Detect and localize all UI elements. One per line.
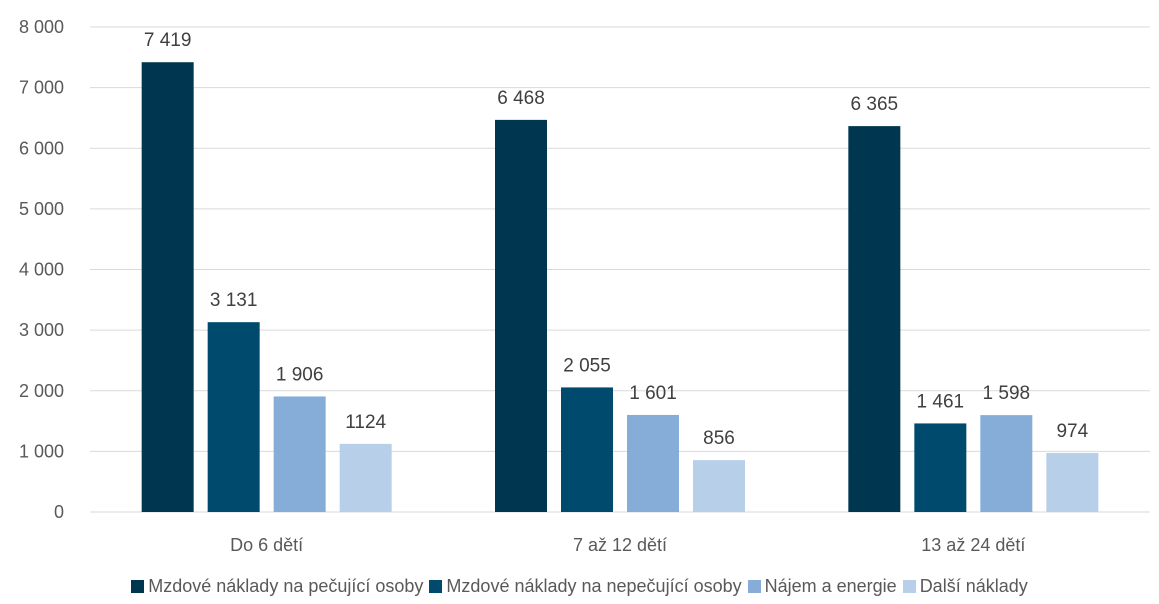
y-tick-label: 7 000 <box>19 78 64 98</box>
legend-label: Další náklady <box>919 576 1028 596</box>
data-label: 7 419 <box>144 30 192 51</box>
legend-swatch <box>747 580 761 593</box>
y-tick-label: 8 000 <box>19 17 64 37</box>
data-label: 6 365 <box>851 94 899 115</box>
bar <box>848 126 901 512</box>
gridlines <box>90 26 1150 513</box>
legend-label: Nájem a energie <box>764 576 897 596</box>
bar <box>339 443 392 512</box>
y-tick-label: 1 000 <box>19 441 64 461</box>
bar <box>914 423 967 512</box>
bars <box>141 62 1099 513</box>
data-label: 1 906 <box>276 364 324 385</box>
legend-swatch <box>902 580 916 593</box>
data-label: 1 461 <box>917 391 965 412</box>
y-tick-label: 2 000 <box>19 381 64 401</box>
data-label: 2 055 <box>563 355 611 376</box>
bar <box>693 460 745 512</box>
x-tick-label: 13 až 24 dětí <box>921 535 1025 555</box>
bar <box>273 396 326 512</box>
bar <box>141 62 194 513</box>
data-label: 6 468 <box>497 88 545 109</box>
legend-item: Další náklady <box>902 576 1028 597</box>
y-tick-label: 4 000 <box>19 260 64 280</box>
data-label: 1124 <box>345 412 386 433</box>
legend-swatch <box>429 580 443 593</box>
legend-item: Mzdové náklady na pečující osoby <box>131 576 423 597</box>
legend-swatch <box>131 580 145 593</box>
legend: Mzdové náklady na pečující osoby Mzdové n… <box>0 576 1159 597</box>
x-tick-label: 7 až 12 dětí <box>573 535 667 555</box>
bar <box>1046 452 1099 512</box>
bar <box>980 415 1033 512</box>
data-label: 3 131 <box>210 290 258 311</box>
bar <box>561 387 613 512</box>
bar <box>207 322 260 512</box>
data-label: 856 <box>703 428 735 449</box>
x-axis: Do 6 dětí 7 až 12 dětí 13 až 24 dětí <box>230 535 1025 555</box>
data-label: 974 <box>1056 421 1088 442</box>
bar-chart: 0 1 000 2 000 3 000 4 000 5 000 6 000 7 000 8 00… <box>19 17 1150 555</box>
y-tick-label: 6 000 <box>19 138 64 158</box>
data-label: 1 598 <box>983 383 1031 404</box>
bar <box>627 414 679 512</box>
x-tick-label: Do 6 dětí <box>230 535 303 555</box>
data-label: 1 601 <box>629 383 677 404</box>
y-axis: 0 1 000 2 000 3 000 4 000 5 000 6 000 7 000 8 00… <box>19 17 64 522</box>
legend-label: Mzdové náklady na pečující osoby <box>148 576 424 596</box>
y-tick-label: 3 000 <box>19 320 64 340</box>
data-labels: 7 419 3 131 1 906 1124 6 468 2 055 1 601 856 6 3… <box>144 30 1089 449</box>
legend-item: Mzdové náklady na nepečující osoby <box>429 576 742 597</box>
y-tick-label: 5 000 <box>19 199 64 219</box>
bar <box>495 119 547 512</box>
y-tick-label: 0 <box>54 502 64 522</box>
legend-label: Mzdové náklady na nepečující osoby <box>446 576 742 596</box>
legend-item: Nájem a energie <box>747 576 897 597</box>
